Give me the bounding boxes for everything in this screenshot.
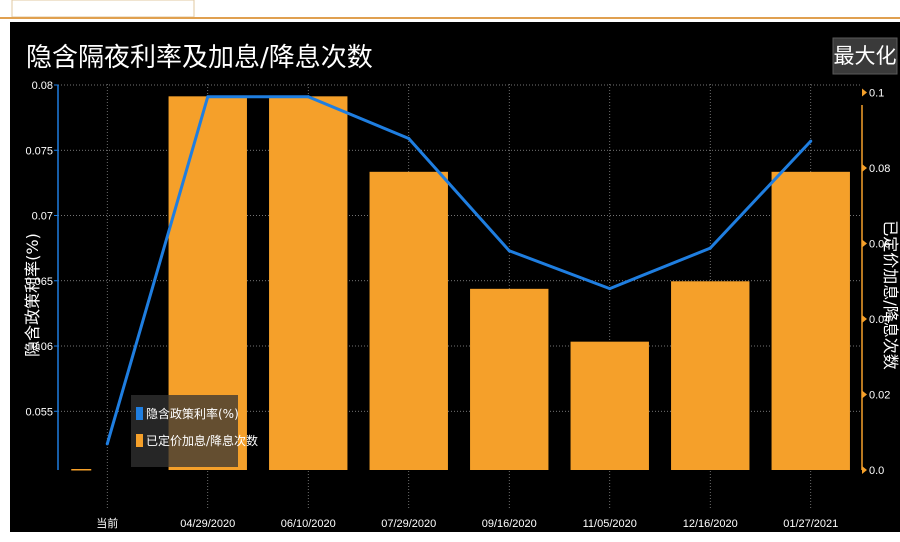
legend-box: [131, 395, 238, 467]
x-tick-label: 当前: [96, 516, 118, 530]
legend-label-bar: 已定价加息/降息次数: [146, 433, 258, 448]
y-tick-label: 0.06: [32, 341, 53, 353]
implied-rate-line: [105, 95, 812, 445]
y2-tick-label: 0.02: [869, 390, 890, 402]
x-tick-label: 06/10/2020: [281, 518, 336, 530]
right-axis: 0.1 0.08 0.06 0.04 0.02 0.0: [861, 88, 890, 477]
y2-tick-label: 0.0: [869, 465, 884, 477]
line-point: [105, 442, 109, 446]
y2-tick-label: 0.08: [869, 163, 890, 175]
line-point: [809, 139, 813, 143]
left-axis: 0.08 0.075 0.07 0.065 0.06 0.055: [25, 80, 59, 470]
bar: [470, 288, 549, 470]
line-point: [708, 246, 712, 250]
y2-tick-label: 0.04: [869, 314, 890, 326]
x-tick-label: 09/16/2020: [482, 518, 537, 530]
legend-swatch-bar: [136, 434, 143, 447]
x-tick-label: 07/29/2020: [381, 518, 436, 530]
y2-tick-mark: [862, 315, 867, 324]
x-tick-label: 11/05/2020: [583, 518, 637, 530]
maximize-button[interactable]: 最大化: [832, 37, 898, 75]
line-point: [306, 95, 310, 99]
y-tick-label: 0.055: [25, 406, 53, 418]
y2-axis-title: 已定价加息/降息次数: [881, 220, 900, 369]
y2-tick-label: 0.1: [869, 88, 884, 100]
line-point: [507, 249, 511, 253]
y-tick-label: 0.075: [25, 145, 53, 157]
y2-tick-mark: [862, 466, 867, 474]
top-tab-box: [11, 0, 195, 18]
x-tick-label: 01/27/2021: [783, 518, 838, 530]
line-point: [407, 137, 411, 141]
y2-tick-mark: [862, 88, 867, 97]
y-axis-title: 隐含政策利率(%): [23, 233, 42, 357]
line-point: [206, 95, 210, 99]
y2-tick-label: 0.06: [869, 239, 890, 251]
y2-tick-mark: [862, 239, 867, 248]
x-tick-label: 04/29/2020: [180, 518, 235, 530]
bar: [71, 469, 92, 471]
bar: [570, 341, 649, 470]
bar: [671, 281, 750, 470]
legend-label-line: 隐含政策利率(%): [146, 406, 239, 421]
y-tick-label: 0.07: [32, 211, 53, 223]
y2-tick-mark: [862, 164, 867, 173]
y2-tick-mark: [862, 390, 867, 399]
y-tick-label: 0.08: [32, 80, 53, 92]
legend-swatch-line: [136, 407, 143, 420]
bar: [269, 96, 348, 470]
bar-series: [71, 96, 850, 471]
maximize-label: 最大化: [834, 44, 897, 68]
x-axis: 当前 04/29/2020 06/10/2020 07/29/2020 09/16/20…: [96, 516, 838, 530]
chart-title: 隐含隔夜利率及加息/降息次数: [26, 43, 373, 73]
x-tick-label: 12/16/2020: [683, 518, 738, 530]
bar: [771, 171, 850, 470]
line-point: [608, 287, 612, 291]
bar: [369, 171, 448, 470]
top-strip: [0, 0, 900, 20]
accent-rule: [0, 17, 900, 19]
line-series: [105, 95, 813, 446]
y-tick-label: 0.065: [25, 276, 53, 288]
legend: 隐含政策利率(%) 已定价加息/降息次数: [131, 395, 258, 467]
